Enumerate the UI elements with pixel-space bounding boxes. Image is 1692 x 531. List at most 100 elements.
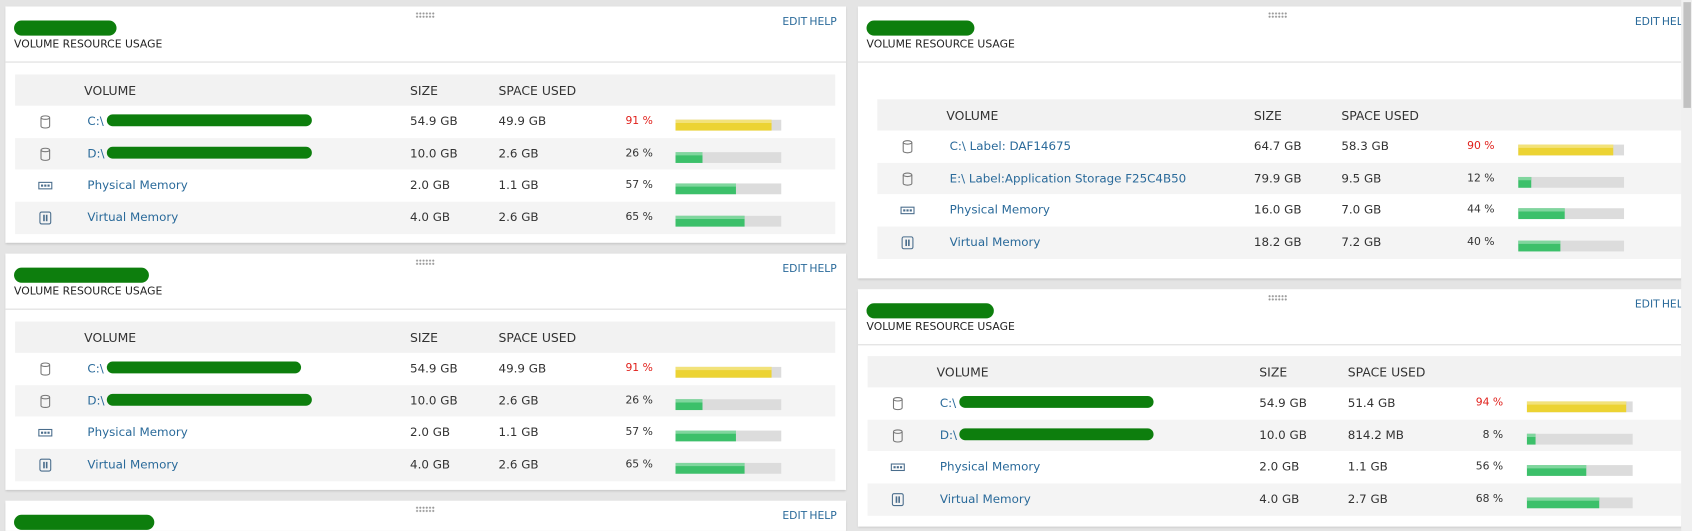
volume-link[interactable]: Virtual Memory <box>949 235 1041 250</box>
edit-link[interactable]: EDIT <box>1634 16 1660 29</box>
percent-label: 68 % <box>1475 493 1504 506</box>
table-row: Virtual Memory 4.0 GB 2.6 GB 65 % <box>15 449 836 482</box>
virtual-icon <box>39 211 52 225</box>
drag-handle[interactable] <box>414 506 435 513</box>
percent-label: 90 % <box>1467 140 1495 153</box>
volume-link[interactable]: D:\ <box>87 393 105 408</box>
size-cell: 2.0 GB <box>410 178 451 193</box>
usage-bar <box>1518 144 1614 156</box>
usage-bar <box>1526 433 1536 445</box>
percent-label: 44 % <box>1467 204 1495 217</box>
memory-icon <box>38 182 53 190</box>
edit-link[interactable]: EDIT <box>782 510 808 523</box>
drag-handle[interactable] <box>414 258 435 266</box>
redaction <box>106 114 312 127</box>
column-header: VOLUME <box>946 107 999 124</box>
size-cell: 2.0 GB <box>410 425 451 440</box>
volume-link[interactable]: Virtual Memory <box>87 457 179 472</box>
percent-label: 40 % <box>1467 236 1495 249</box>
usage-track <box>1518 144 1625 156</box>
table-row: C:\ Label: DAF14675 64.7 GB 58.3 GB 90 % <box>877 130 1682 163</box>
memory-icon <box>890 463 905 472</box>
percent-label: 65 % <box>625 458 653 471</box>
volume-link[interactable]: D:\ <box>939 428 958 443</box>
percent-label: 26 % <box>625 394 653 407</box>
panel-subtitle: VOLUME RESOURCE USAGE <box>14 38 163 51</box>
help-link[interactable]: HELP <box>1661 16 1681 29</box>
drag-handle[interactable] <box>414 11 435 19</box>
volume-link[interactable]: C:\ Label: DAF14675 <box>949 139 1072 154</box>
table-header <box>877 99 1682 131</box>
table-row: Physical Memory 2.0 GB 1.1 GB 57 % <box>15 416 836 449</box>
usage-bar <box>1526 401 1627 413</box>
volume-link[interactable]: Physical Memory <box>949 203 1050 218</box>
volume-link[interactable]: Virtual Memory <box>87 210 179 225</box>
drag-handle[interactable] <box>1267 294 1288 302</box>
scrollbar-thumb[interactable] <box>1683 2 1691 108</box>
percent-label: 65 % <box>625 211 653 224</box>
table-row: Physical Memory 2.0 GB 1.1 GB 56 % <box>867 451 1682 484</box>
usage-bar <box>675 463 745 474</box>
used-cell: 1.1 GB <box>498 178 539 193</box>
usage-track <box>675 366 782 378</box>
table-row: Physical Memory 2.0 GB 1.1 GB 57 % <box>15 169 836 202</box>
usage-track <box>1526 497 1633 509</box>
volume-link[interactable]: E:\ Label:Application Storage F25C4B50 <box>949 171 1187 186</box>
edit-link[interactable]: EDIT <box>1634 298 1660 311</box>
edit-link[interactable]: EDIT <box>782 16 808 29</box>
scrollbar <box>1681 0 1692 531</box>
size-cell: 10.0 GB <box>410 146 458 161</box>
usage-track <box>675 215 782 227</box>
volume-link[interactable]: Physical Memory <box>939 460 1041 475</box>
usage-track <box>1518 208 1625 220</box>
size-cell: 4.0 GB <box>410 210 451 225</box>
volume-link[interactable]: C:\ <box>939 396 957 411</box>
help-link[interactable]: HELP <box>809 263 837 276</box>
column-header: SPACE USED <box>1341 107 1419 124</box>
edit-link[interactable]: EDIT <box>782 263 808 276</box>
volume-link[interactable]: Virtual Memory <box>939 492 1031 507</box>
disk-icon <box>892 429 903 443</box>
redaction <box>866 20 975 36</box>
help-link[interactable]: HELP <box>809 510 837 523</box>
table-row: D:\ 10.0 GB 2.6 GB 26 % <box>15 384 836 417</box>
help-link[interactable]: HELP <box>1661 298 1681 311</box>
volume-link[interactable]: C:\ <box>87 361 104 376</box>
volume-link[interactable]: C:\ <box>87 114 104 129</box>
column-header: SIZE <box>410 330 438 346</box>
usage-bar <box>675 366 772 378</box>
help-link[interactable]: HELP <box>809 16 837 29</box>
size-cell: 16.0 GB <box>1253 203 1302 218</box>
table-row: C:\ 54.9 GB 51.4 GB 94 % <box>867 387 1682 420</box>
used-cell: 2.6 GB <box>498 146 539 161</box>
usage-bar <box>675 183 736 195</box>
divider <box>5 61 847 63</box>
volume-link[interactable]: Physical Memory <box>87 425 188 440</box>
column-header: SPACE USED <box>1347 364 1426 380</box>
redaction <box>14 514 155 530</box>
table-row: Physical Memory 16.0 GB 7.0 GB 44 % <box>877 194 1682 227</box>
table-row: C:\ 54.9 GB 49.9 GB 91 % <box>15 105 836 138</box>
divider <box>857 61 1682 63</box>
widget-panel: EDIT HELP <box>5 500 847 531</box>
usage-bar <box>1526 465 1587 477</box>
column-header: VOLUME <box>84 83 137 99</box>
column-header: VOLUME <box>936 364 989 380</box>
volume-table: VOLUME SIZE SPACE USED C:\ 54.9 GB 51.4 GB 94 … <box>867 356 1682 516</box>
drag-handle[interactable] <box>1267 11 1288 19</box>
volume-link[interactable]: D:\ <box>87 146 105 161</box>
size-cell: 10.0 GB <box>410 393 458 408</box>
table-row: D:\ 10.0 GB 2.6 GB 26 % <box>15 137 836 170</box>
used-cell: 2.6 GB <box>498 457 539 472</box>
redaction <box>959 428 1154 440</box>
memory-icon <box>38 429 53 437</box>
disk-icon <box>902 140 913 154</box>
usage-bar <box>1518 208 1565 220</box>
table-header <box>15 321 836 353</box>
volume-link[interactable]: Physical Memory <box>87 178 188 193</box>
percent-label: 91 % <box>625 115 653 128</box>
panel-subtitle: VOLUME RESOURCE USAGE <box>14 285 163 298</box>
